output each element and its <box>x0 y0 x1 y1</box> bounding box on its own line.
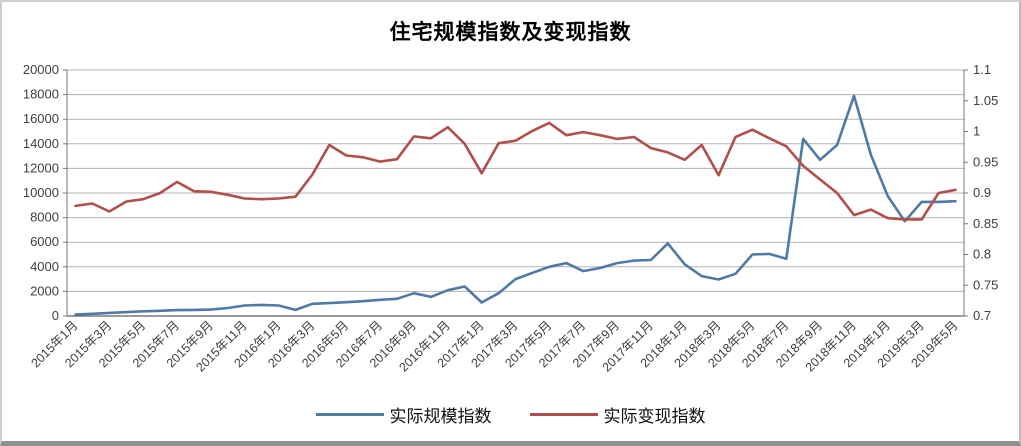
right-axis-tick-label: 1.1 <box>973 62 991 77</box>
left-axis-tick-label: 16000 <box>23 111 59 126</box>
right-axis-tick-label: 1 <box>973 124 980 139</box>
left-axis-tick-label: 18000 <box>23 87 59 102</box>
right-axis-tick-label: 0.95 <box>973 154 998 169</box>
left-axis-tick-label: 6000 <box>30 234 59 249</box>
realization-index-line-swatch <box>529 413 598 416</box>
realization-index-series-line <box>74 121 957 221</box>
right-axis-tick-label: 0.8 <box>973 247 991 262</box>
right-axis-tick-label: 0.9 <box>973 185 991 200</box>
right-axis-tick-label: 0.7 <box>973 308 991 323</box>
left-axis-tick-label: 2000 <box>30 283 59 298</box>
scale-index-line-swatch <box>315 413 384 416</box>
scale-index-legend-label: 实际规模指数 <box>389 407 492 426</box>
left-axis-tick-label: 4000 <box>30 259 59 274</box>
realization-index-legend-label: 实际变现指数 <box>603 407 706 426</box>
left-axis-tick-label: 14000 <box>23 136 59 151</box>
right-axis-tick-label: 0.85 <box>973 216 998 231</box>
legend-item-scale-index: 实际规模指数 <box>315 402 492 427</box>
left-axis-tick-label: 12000 <box>23 160 59 175</box>
right-axis-tick-label: 0.75 <box>973 277 998 292</box>
left-axis-tick-label: 8000 <box>30 210 59 225</box>
right-axis-tick-label: 1.05 <box>973 93 998 108</box>
chart-title: 住宅规模指数及变现指数 <box>389 20 632 44</box>
scale-index-series-line <box>74 94 957 316</box>
left-axis-tick-label: 0 <box>52 308 59 323</box>
legend-item-realization-index: 实际变现指数 <box>529 402 706 427</box>
left-axis-tick-label: 10000 <box>23 185 59 200</box>
left-axis-tick-label: 20000 <box>23 62 59 77</box>
chart-legend: 实际规模指数 实际变现指数 <box>2 402 1019 427</box>
